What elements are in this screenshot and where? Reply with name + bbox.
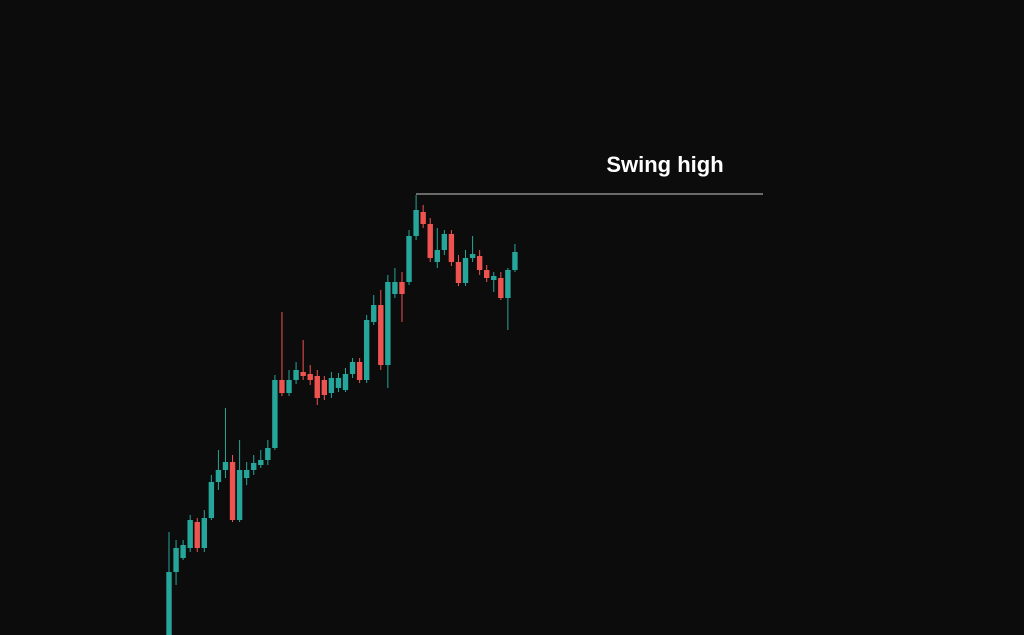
candle-body: [392, 282, 398, 294]
candle-body: [328, 378, 335, 393]
candle-body: [427, 224, 433, 258]
candle-body: [321, 380, 328, 395]
candle-body: [215, 470, 222, 482]
candle-body: [484, 270, 490, 278]
candle-body: [448, 234, 455, 262]
candle-body: [512, 252, 518, 270]
candle-body: [314, 376, 320, 398]
candle-body: [455, 262, 462, 283]
candle-body: [441, 234, 448, 250]
candle-body: [187, 520, 193, 548]
candle-body: [293, 370, 299, 380]
candle-body: [300, 372, 306, 376]
candle-body: [491, 276, 497, 280]
candle-body: [420, 212, 426, 224]
candle-body: [286, 380, 292, 393]
candle-body: [194, 522, 200, 548]
candle-body: [307, 374, 313, 380]
candle-body: [356, 362, 363, 380]
candle-body: [243, 470, 250, 478]
candle-body: [236, 470, 243, 520]
candle-body: [363, 320, 370, 380]
candle-body: [399, 282, 405, 294]
candle-body: [251, 463, 257, 470]
candle-body: [378, 305, 384, 365]
candle-body: [180, 545, 186, 558]
candle-body: [201, 518, 207, 548]
candle-body: [476, 256, 483, 270]
candle-body: [385, 282, 391, 365]
annotation-label: Swing high: [606, 152, 723, 177]
candle-body: [349, 362, 356, 374]
candle-body: [469, 254, 476, 258]
candle-body: [498, 278, 504, 298]
candle-body: [272, 380, 278, 448]
candle-body: [173, 548, 179, 572]
candle-body: [406, 236, 412, 282]
candle-body: [222, 462, 229, 470]
candle-body: [166, 572, 172, 635]
candle-body: [265, 448, 271, 460]
candle-body: [208, 482, 215, 518]
candle-body: [279, 380, 285, 393]
candle-body: [462, 258, 469, 283]
candle-body: [229, 462, 236, 520]
candle-body: [335, 378, 342, 388]
candle-body: [371, 305, 377, 322]
candle-body: [413, 210, 419, 236]
candle-body: [258, 460, 264, 465]
candle-body: [505, 270, 511, 298]
candle-body: [342, 374, 349, 390]
candle-body: [434, 250, 440, 262]
